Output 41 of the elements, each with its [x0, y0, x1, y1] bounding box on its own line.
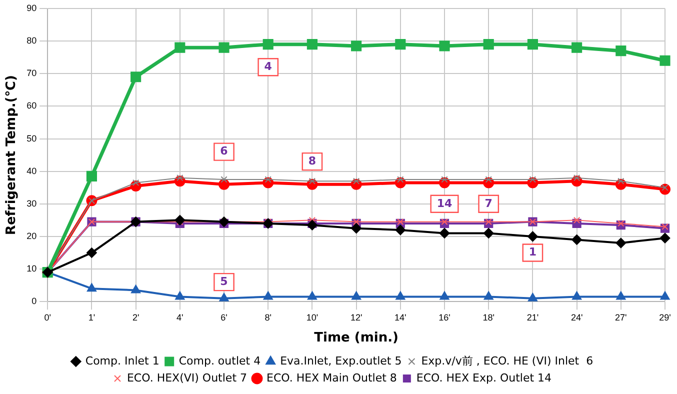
x-axis-title: Time (min.) [314, 330, 398, 346]
y-tick-label: 70 [26, 68, 37, 78]
x-tick-label: 0' [44, 312, 52, 322]
x-tick-label: 14' [394, 312, 407, 322]
x-tick-label: 24' [570, 312, 583, 322]
annotation: 1 [528, 246, 537, 259]
y-tick-label: 30 [26, 198, 37, 208]
x-tick-label: 27' [615, 312, 628, 322]
x-tick-label: 4' [176, 312, 184, 322]
y-tick-label: 90 [26, 2, 37, 13]
x-tick-label: 18' [482, 312, 495, 322]
y-tick-label: 60 [26, 100, 37, 111]
x-tick-label: 2' [132, 312, 140, 322]
legend-label: ECO. HEX Main Outlet 8 [266, 371, 397, 384]
annotation: 14 [436, 196, 452, 210]
annotation: 8 [308, 154, 316, 168]
y-tick-label: 20 [26, 230, 37, 241]
x-tick-label: 12' [350, 312, 362, 322]
y-tick-label: 50 [26, 133, 37, 144]
annotation: 4 [264, 60, 272, 73]
legend-label: Exp.v/v前 , ECO. HE (VI) Inlet 6 [421, 354, 594, 368]
annotation: 6 [220, 144, 228, 158]
x-tick-label: 10' [306, 312, 318, 322]
x-tick-label: 8' [264, 312, 272, 322]
annotation: 7 [484, 196, 492, 210]
y-tick-label: 80 [26, 36, 37, 46]
legend-label: Comp. outlet 4 [178, 354, 261, 368]
y-axis-title: Refrigerant Temp.(℃) [4, 75, 20, 236]
legend-label: Eva.Inlet, Exp.outlet 5 [280, 354, 402, 368]
legend-label: ECO. HEX Exp. Outlet 14 [416, 371, 552, 384]
y-tick-label: 10 [26, 264, 37, 274]
x-tick-label: 1' [88, 312, 96, 322]
x-tick-label: 21' [526, 312, 539, 322]
annotation: 5 [220, 274, 228, 288]
x-tick-label: 16' [438, 312, 451, 322]
x-tick-label: 29' [659, 312, 672, 322]
x-tick-label: 6' [220, 312, 228, 322]
y-tick-label: 0 [32, 296, 37, 306]
y-tick-label: 40 [26, 166, 37, 176]
legend-label: Comp. Inlet 1 [85, 354, 160, 368]
legend-label: ECO. HEX(VI) Outlet 7 [126, 371, 248, 384]
